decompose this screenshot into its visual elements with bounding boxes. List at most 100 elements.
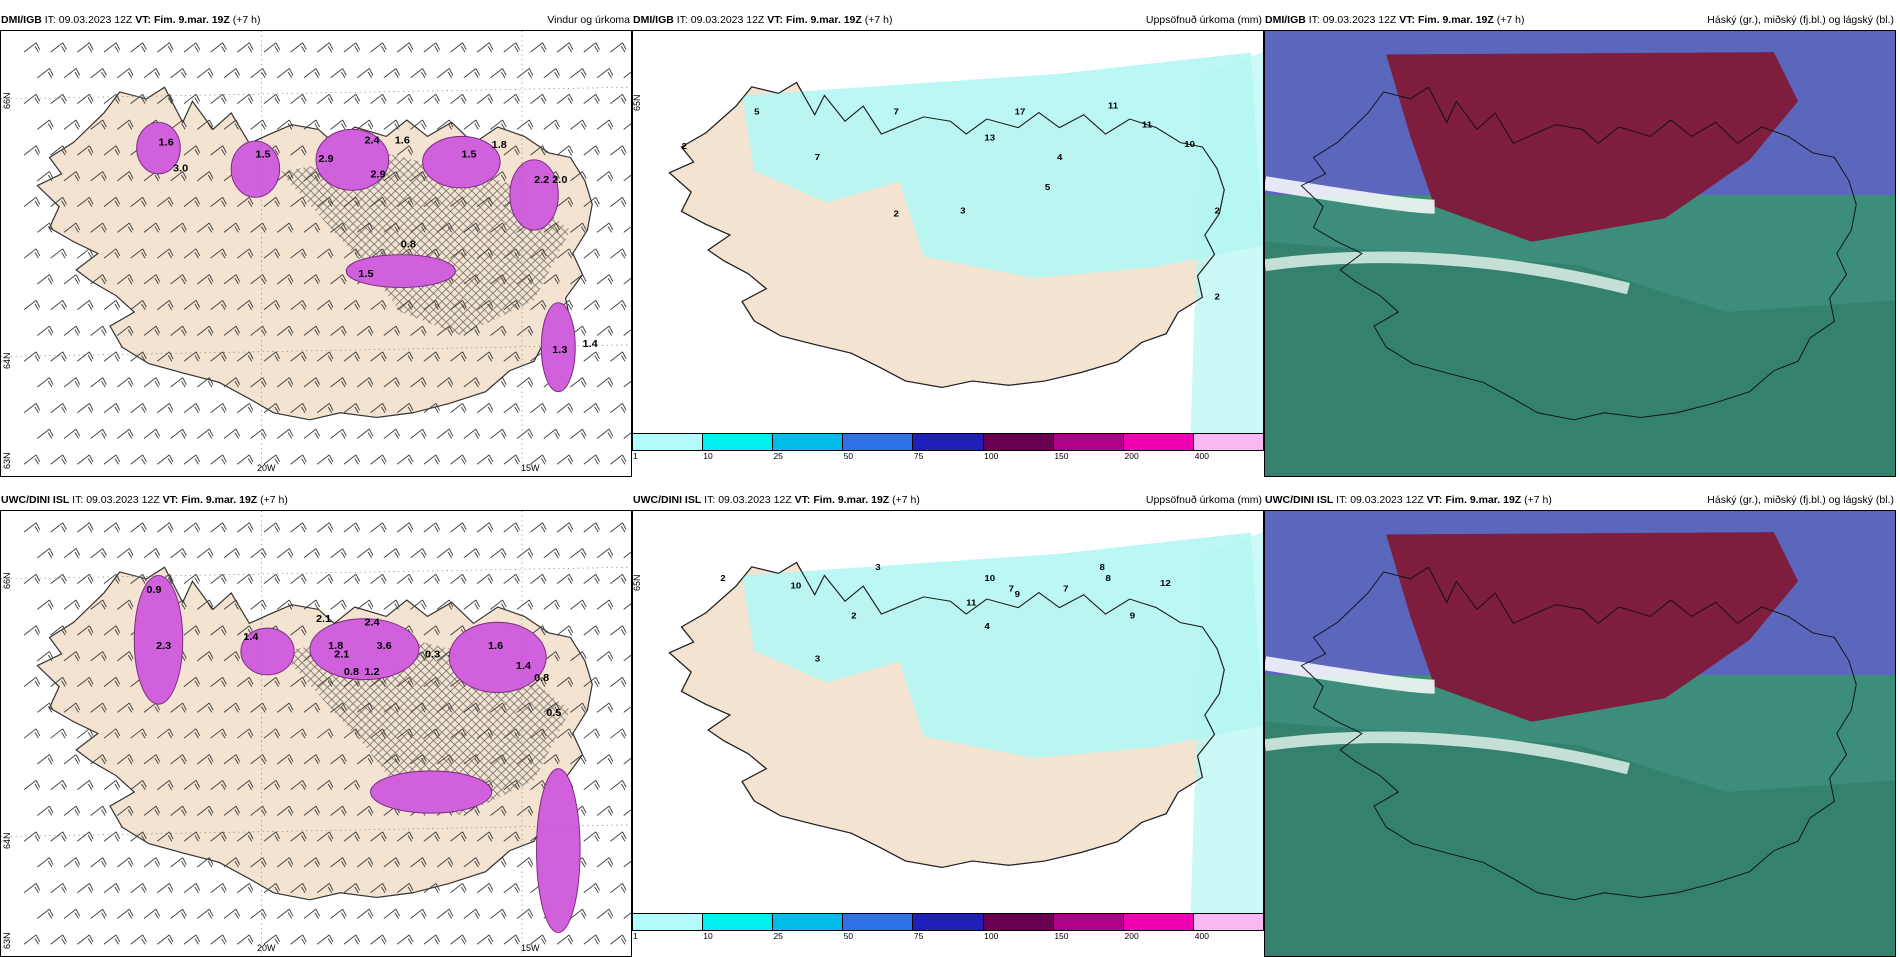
value-label: 10 [984,573,995,582]
value-label: 7 [1063,584,1068,593]
map-canvas: 0.92.31.42.11.82.43.60.31.61.40.80.51.22… [1,511,631,956]
colorbar-cell [983,914,1054,930]
value-label: 2.1 [316,613,331,625]
value-label: 1.8 [328,640,343,652]
value-label: 0.8 [534,672,549,684]
lon-label: 20W [257,463,276,473]
value-label: 11 [1142,120,1152,129]
lat-label: 65N [632,94,642,111]
valid-time: Fim. 9.mar. 19Z [181,494,258,506]
panel-header: DMI/IGB IT: 09.03.2023 12Z VT: Fim. 9.ma… [1264,10,1896,30]
map-canvas: 1.6 3.0 1.5 2.9 2.4 1.6 2.9 1.5 1.8 2.2 2.0 0.8 1.5 1… [1,31,631,476]
map-area[interactable]: 1.6 3.0 1.5 2.9 2.4 1.6 2.9 1.5 1.8 2.2 2.0 0.8 1.5 1… [0,30,632,477]
value-label: 2 [681,142,686,151]
value-label: 10 [1184,139,1195,148]
map-area[interactable] [1264,510,1896,957]
value-label: 13 [984,133,995,142]
value-label: 1.6 [395,135,410,147]
value-label: 0.8 [344,666,359,678]
panel-dmi-accum-precip: DMI/IGB IT: 09.03.2023 12Z VT: Fim. 9.ma… [632,10,1264,465]
vt-label: VT: [767,14,784,26]
value-label: 2 [893,209,898,218]
model-name: UWC/DINI ISL [1,494,70,506]
map-area[interactable]: 5 7 17 11 13 4 11 10 5 2 2 3 2 7 2 65N [632,30,1264,440]
value-label: 2 [1215,292,1220,301]
colorbar: 1 10 25 50 75 100 150 200 400 [632,913,1264,941]
lead-time: (+7 h) [260,494,288,506]
init-time: 09.03.2023 12Z [718,494,792,506]
it-label: IT: [704,494,716,506]
colorbar-tick: 150 [1054,451,1069,461]
coastline [1300,566,1857,901]
colorbar-tick: 150 [1054,931,1069,941]
lon-label: 15W [521,463,540,473]
vt-label: VT: [794,494,811,506]
colorbar-tick: 10 [703,451,713,461]
field-title: Uppsöfnuð úrkoma (mm) [1145,494,1262,506]
panel-dmi-wind-precip: DMI/IGB IT: 09.03.2023 12Z VT: Fim. 9.ma… [0,10,632,477]
map-area[interactable] [1264,30,1896,477]
value-label: 7 [1009,584,1014,593]
colorbar-tick: 100 [984,451,999,461]
valid-time: Fim. 9.mar. 19Z [785,14,862,26]
panel-header: UWC/DINI ISL IT: 09.03.2023 12Z VT: Fim.… [1264,490,1896,510]
panel-header: DMI/IGB IT: 09.03.2023 12Z VT: Fim. 9.ma… [0,10,632,30]
value-label: 10 [791,581,802,590]
value-label: 3 [815,654,820,663]
colorbar-tick: 25 [773,451,783,461]
value-label: 3.6 [377,640,392,652]
value-label: 1.4 [516,660,531,672]
value-label: 1.3 [552,344,567,356]
colorbar-cell [633,434,704,450]
lat-label: 64N [2,352,12,369]
panel-uwc-wind-precip: UWC/DINI ISL IT: 09.03.2023 12Z VT: Fim.… [0,490,632,957]
snow-hatch [279,153,571,336]
panel-header: DMI/IGB IT: 09.03.2023 12Z VT: Fim. 9.ma… [632,10,1264,30]
init-time: 09.03.2023 12Z [690,14,765,26]
value-label: 9 [1015,589,1020,598]
colorbar-tick: 200 [1124,931,1139,941]
valid-time: Fim. 9.mar. 19Z [1445,494,1522,506]
valid-time: Fim. 9.mar. 19Z [1417,14,1494,26]
map-area[interactable]: 2 10 3 7 2 10 11 9 8 7 4 9 8 12 3 65N [632,510,1264,920]
iceland-landmass [668,81,1225,389]
graticule [1,511,631,956]
lat-label: 63N [2,452,12,469]
value-label: 1.5 [461,149,476,161]
map-area[interactable]: 0.9 2.3 1.4 2.1 1.8 2.4 3.6 0.3 1.6 1.4 0.8 0.5 1.2 2… [0,510,632,957]
panel-dmi-clouds: DMI/IGB IT: 09.03.2023 12Z VT: Fim. 9.ma… [1264,10,1896,477]
model-name: UWC/DINI ISL [1265,494,1334,506]
value-label: 8 [1106,573,1111,582]
value-label: 1.4 [583,338,598,350]
colorbar-cell [1123,434,1194,450]
value-label: 2.0 [552,174,567,186]
colorbar-tick: 25 [773,931,783,941]
panel-header: UWC/DINI ISL IT: 09.03.2023 12Z VT: Fim.… [632,490,1264,510]
colorbar-tick: 75 [913,931,924,941]
value-label: 2.9 [318,153,333,165]
value-label: 3 [960,206,965,215]
lead-time: (+7 h) [864,14,893,26]
it-label: IT: [676,14,688,26]
value-label: 2 [1215,206,1220,215]
colorbar-cell [1193,434,1263,450]
value-label: 0.3 [425,649,440,661]
value-label: 11 [966,598,976,607]
init-time: 09.03.2023 12Z [58,14,133,26]
colorbar-cell [913,434,984,450]
colorbar-cell [703,914,774,930]
value-label: 2 [720,573,725,582]
valid-time: Fim. 9.mar. 19Z [153,14,230,26]
init-time: 09.03.2023 12Z [1322,14,1397,26]
map-canvas [1265,31,1895,476]
lead-time: (+7 h) [1496,14,1525,26]
value-label: 5 [754,107,759,116]
value-label: 0.5 [546,707,561,719]
iceland-landmass [668,561,1225,869]
vt-label: VT: [1399,14,1416,26]
lon-label: 15W [521,943,540,953]
lead-time: (+7 h) [1524,494,1552,506]
value-label: 7 [893,107,898,116]
lead-time: (+7 h) [232,14,261,26]
map-canvas [1265,511,1895,956]
